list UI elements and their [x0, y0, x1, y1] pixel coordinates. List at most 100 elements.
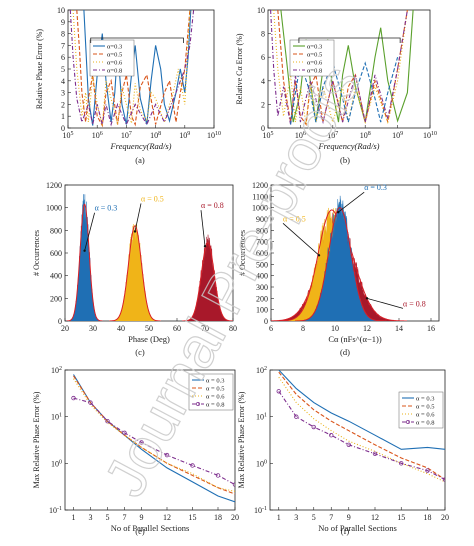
panel-e: 1 3 5 7 9 12 15 18 20 10-1 100 101 102 No of Parallel… [32, 366, 239, 536]
x-tick-label: 40 [117, 324, 125, 333]
y-axis-label: # Occurrences [32, 230, 41, 276]
legend-label: α=0.5 [107, 52, 122, 59]
histogram-1 [66, 194, 103, 321]
y-tick-label: 4 [61, 77, 65, 86]
series-line-3 [72, 10, 191, 126]
y-tick-label: 1000 [46, 204, 62, 213]
x-tick-label: 18 [214, 513, 222, 522]
series-line-1 [278, 370, 445, 450]
annotation-label: α = 0.3 [95, 204, 118, 213]
annotation-arrowhead [83, 249, 86, 252]
x-tick-label: 80 [229, 324, 237, 333]
y-tick-label: 500 [256, 260, 268, 269]
y-tick-label: 101 [51, 413, 62, 422]
y-tick-label: 1200 [252, 181, 268, 190]
x-tick-label: 12 [163, 513, 171, 522]
y-tick-label: 2 [61, 100, 65, 109]
legend-label: α = 0.8 [206, 402, 224, 409]
data-point [399, 461, 404, 466]
x-tick-label: 108 [150, 131, 161, 140]
x-tick-label: 20 [61, 324, 69, 333]
x-tick-label: 106 [295, 131, 306, 140]
y-tick-label: 9 [61, 18, 65, 27]
x-tick-label: 5 [106, 513, 110, 522]
data-point [190, 463, 195, 468]
series-line-3 [278, 376, 445, 483]
y-tick-label: 400 [256, 272, 268, 281]
x-tick-label: 1 [72, 513, 76, 522]
series-line-4 [69, 10, 195, 127]
x-tick-label: 9 [347, 513, 351, 522]
y-tick-label: 100 [51, 459, 62, 468]
y-tick-label: 1100 [252, 192, 268, 201]
data-point [294, 414, 299, 419]
legend-marker [196, 402, 200, 406]
fit-curve-3 [294, 207, 385, 321]
data-point [164, 452, 170, 458]
legend-marker [406, 420, 410, 424]
x-tick-label: 108 [360, 131, 371, 140]
annotation-label: α = 0.8 [201, 201, 224, 210]
x-tick-label: 106 [92, 131, 103, 140]
y-tick-label: 300 [256, 283, 268, 292]
fit-curve-2 [109, 225, 161, 321]
y-tick-label: 700 [256, 238, 268, 247]
y-tick-label: 1000 [252, 204, 268, 213]
legend: α=0.3α=0.5α=0.6α=0.8 [289, 39, 335, 77]
panel-c: 20 30 40 50 60 70 80020040060080010001200Phase… [32, 181, 237, 357]
x-axis-label: Cα (nFs^(α−1)) [328, 334, 382, 344]
x-tick-label: 12 [371, 513, 379, 522]
y-tick-label: 6 [261, 53, 265, 62]
x-tick-label: 18 [424, 513, 432, 522]
y-tick-label: 8 [261, 30, 265, 39]
annotation-arrow [366, 297, 404, 309]
histogram-2 [109, 224, 161, 321]
legend-label: α = 0.6 [206, 394, 225, 401]
annotation-arrowhead [337, 211, 340, 214]
legend: α = 0.3α = 0.5α = 0.6α = 0.8 [398, 391, 444, 429]
y-tick-label: 800 [256, 226, 268, 235]
y-tick-label: 100 [256, 306, 268, 315]
range-bracket [298, 37, 401, 43]
histogram-group [66, 194, 233, 321]
annotation-arrowhead [365, 297, 369, 300]
x-tick-label: 105 [263, 131, 274, 140]
x-tick-label: 1010 [423, 131, 437, 140]
y-axis-label: Relative Phase Error (%) [35, 29, 44, 110]
series-group [276, 370, 445, 483]
x-axis-label: Frequency(Rad/s) [109, 141, 171, 151]
y-tick-label: 0 [58, 317, 62, 326]
y-tick-label: 100 [256, 459, 267, 468]
legend-label: α = 0.5 [416, 404, 434, 411]
x-tick-label: 14 [395, 324, 403, 333]
x-tick-label: 5 [312, 513, 316, 522]
data-point [71, 395, 76, 401]
annotation-label: α = 0.8 [403, 299, 426, 308]
y-tick-label: 1200 [46, 181, 62, 190]
panel-caption: (e) [135, 526, 145, 536]
series-line-4 [73, 397, 235, 486]
legend-label: α=0.6 [307, 60, 323, 67]
legend-label: α = 0.5 [206, 386, 224, 393]
panel-caption: (c) [135, 347, 145, 357]
panel-caption: (a) [135, 155, 145, 165]
y-tick-label: 7 [61, 41, 65, 50]
x-tick-label: 105 [63, 131, 74, 140]
range-bracket [90, 37, 184, 43]
x-tick-label: 60 [173, 324, 181, 333]
series-group [71, 374, 235, 503]
plot-frame [267, 9, 431, 129]
panel-caption: (b) [340, 155, 350, 165]
legend: α=0.3α=0.5α=0.6α=0.8 [89, 39, 135, 77]
x-tick-label: 15 [189, 513, 197, 522]
y-tick-label: 102 [51, 366, 62, 375]
annotation-label: α = 0.5 [283, 214, 306, 223]
x-tick-label: 109 [392, 131, 403, 140]
series-line-2 [73, 375, 235, 495]
y-axis-label: Max Relative Phase Error (%) [237, 391, 246, 488]
x-tick-label: 16 [427, 324, 435, 333]
annotation-arrow [84, 212, 95, 251]
series-line-4 [270, 10, 408, 125]
x-tick-label: 15 [397, 513, 405, 522]
